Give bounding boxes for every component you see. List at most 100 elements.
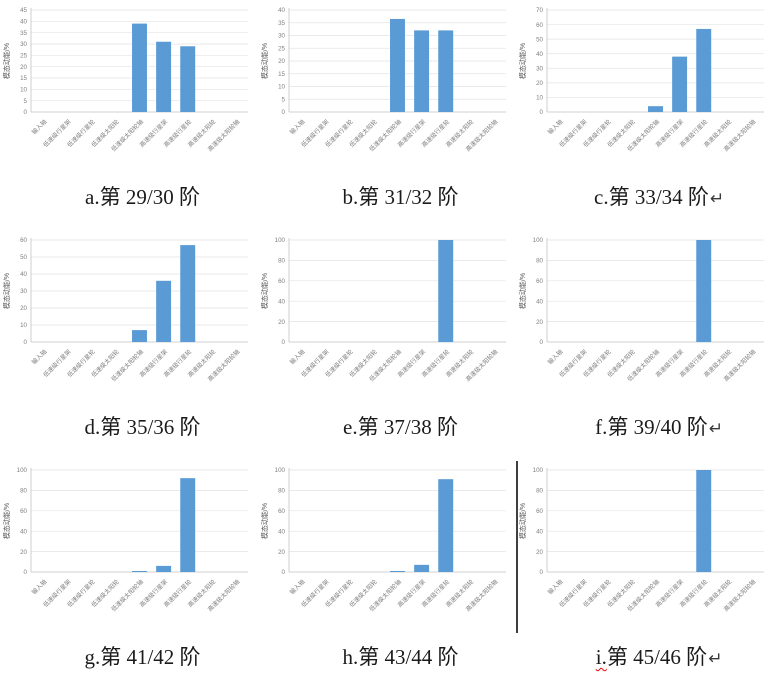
- y-tick-label: 60: [20, 237, 27, 244]
- bar-高速级行星轮: [696, 240, 712, 342]
- y-tick-label: 40: [20, 19, 27, 26]
- caption-letter: e.: [343, 415, 358, 439]
- y-tick-label: 45: [20, 7, 27, 14]
- y-axis-title: 模态动能/%: [2, 43, 11, 79]
- y-tick-label: 30: [536, 65, 543, 72]
- y-tick-label: 30: [20, 41, 27, 48]
- bar-高速级行星轮: [438, 479, 454, 572]
- chart-panel-d: 0 10 20 30 40 50 60 模态动能/% 输入轴 低速级行星架 低速级行星轮 低速级太阳轮…: [0, 230, 258, 460]
- caption-letter: c.: [594, 185, 609, 209]
- chart-panel-f: 0 20 40 60 80 100 模态动能/% 输入轴 低速级行星架 低速级行星轮 低速级太阳轮低…: [516, 230, 774, 460]
- y-tick-label: 20: [20, 549, 27, 556]
- chart-caption-h: h.第 43/44 阶: [258, 645, 516, 669]
- y-axis-title: 模态动能/%: [260, 503, 269, 539]
- caption-text: 第 43/44 阶: [358, 645, 459, 669]
- bar-高速级行星架: [672, 56, 688, 112]
- chart-caption-d: d.第 35/36 阶: [0, 415, 258, 439]
- y-tick-label: 5: [24, 98, 28, 105]
- caption-letter: h.: [342, 645, 359, 669]
- caption-letter: d.: [84, 415, 101, 439]
- y-tick-label: 20: [536, 319, 543, 326]
- y-tick-label: 80: [278, 488, 285, 495]
- y-tick-label: 40: [278, 7, 285, 14]
- bar-高速级行星轮: [180, 478, 196, 572]
- y-tick-label: 0: [540, 109, 544, 116]
- y-tick-label: 20: [278, 319, 285, 326]
- y-tick-label: 80: [536, 258, 543, 265]
- chart-caption-a: a.第 29/30 阶: [0, 185, 258, 209]
- chart-panel-b: 0 5 10 15 20 25 30 35 40 模态动能/% 输入轴 低速级行星架 低速级行星轮 低速级…: [258, 0, 516, 230]
- y-tick-label: 40: [278, 528, 285, 535]
- bar-高速级行星轮: [180, 46, 196, 113]
- chart-caption-g: g.第 41/42 阶: [0, 645, 258, 669]
- y-axis-title: 模态动能/%: [2, 273, 11, 309]
- x-tick-label: 输入轴: [30, 578, 48, 596]
- caption-letter: b.: [342, 185, 359, 209]
- bar-chart-e: 020406080100模态动能/%输入轴低速级行星架低速级行星轮低速级太阳轮低…: [260, 237, 506, 383]
- chart-caption-e: e.第 37/38 阶: [258, 415, 516, 439]
- bar-低速级太阳轮轴: [132, 23, 147, 113]
- y-tick-label: 25: [278, 45, 285, 52]
- chart-caption-i: i.第 45/46 阶↵: [516, 645, 774, 669]
- caption-text: 第 39/40 阶: [607, 415, 708, 439]
- chart-panel-c: 0 10 20 30 40 50 60 70 模态动能/% 输入轴 低速级行星架 低速级行星轮 低速级太…: [516, 0, 774, 230]
- y-tick-label: 100: [533, 467, 544, 474]
- y-tick-label: 40: [536, 51, 543, 58]
- paragraph-return-mark: ↵: [708, 419, 723, 438]
- caption-letter: i.: [595, 645, 607, 669]
- x-tick-label: 输入轴: [30, 118, 48, 136]
- chart-panel-g: 0 20 40 60 80 100 模态动能/% 输入轴 低速级行星架 低速级行星轮 低速级太阳轮低…: [0, 460, 258, 691]
- bar-chart-g: 020406080100模态动能/%输入轴低速级行星架低速级行星轮低速级太阳轮低…: [2, 467, 248, 613]
- x-tick-label: 输入轴: [30, 348, 48, 366]
- chart-caption-c: c.第 33/34 阶↵: [516, 185, 774, 209]
- y-tick-label: 15: [20, 75, 27, 82]
- chart-panel-h: 0 20 40 60 80 100 模态动能/% 输入轴 低速级行星架 低速级行星轮 低速级太阳轮低…: [258, 460, 516, 691]
- y-tick-label: 100: [275, 467, 286, 474]
- bar-chart-h: 020406080100模态动能/%输入轴低速级行星架低速级行星轮低速级太阳轮低…: [260, 467, 506, 613]
- caption-text: 第 41/42 阶: [100, 645, 201, 669]
- y-tick-label: 60: [278, 278, 285, 285]
- y-tick-label: 20: [278, 58, 285, 65]
- bar-高速级行星架: [156, 280, 172, 342]
- y-tick-label: 60: [20, 508, 27, 515]
- y-tick-label: 100: [17, 467, 28, 474]
- bar-chart-i: 020406080100模态动能/%输入轴低速级行星架低速级行星轮低速级太阳轮低…: [518, 467, 764, 613]
- y-tick-label: 20: [278, 549, 285, 556]
- bar-高速级行星架: [414, 564, 430, 572]
- y-tick-label: 0: [24, 109, 28, 116]
- y-tick-label: 100: [533, 237, 544, 244]
- y-tick-label: 20: [536, 80, 543, 87]
- y-tick-label: 80: [278, 258, 285, 265]
- y-axis-title: 模态动能/%: [518, 503, 527, 539]
- y-tick-label: 40: [278, 298, 285, 305]
- y-tick-label: 20: [20, 305, 27, 312]
- y-tick-label: 15: [278, 71, 285, 78]
- y-tick-label: 50: [536, 36, 543, 43]
- y-tick-label: 0: [540, 339, 544, 346]
- x-tick-label: 输入轴: [288, 578, 306, 596]
- y-tick-label: 80: [20, 488, 27, 495]
- caption-text: 第 29/30 阶: [99, 185, 200, 209]
- y-tick-label: 40: [20, 528, 27, 535]
- y-tick-label: 0: [24, 339, 28, 346]
- y-tick-label: 30: [20, 288, 27, 295]
- y-tick-label: 0: [282, 569, 286, 576]
- y-tick-label: 60: [536, 22, 543, 29]
- bar-高速级行星轮: [696, 470, 712, 572]
- chart-caption-b: b.第 31/32 阶: [258, 185, 516, 209]
- bar-高速级行星轮: [696, 28, 712, 113]
- bar-chart-c: 010203040506070模态动能/%输入轴低速级行星架低速级行星轮低速级太…: [518, 7, 764, 153]
- y-tick-label: 40: [20, 271, 27, 278]
- y-tick-label: 25: [20, 53, 27, 60]
- bar-chart-a: 051015202530354045模态动能/%输入轴低速级行星架低速级行星轮低…: [2, 7, 248, 153]
- y-tick-label: 10: [536, 95, 543, 102]
- y-tick-label: 0: [24, 569, 28, 576]
- bar-低速级太阳轮轴: [648, 106, 663, 112]
- x-tick-label: 输入轴: [546, 578, 564, 596]
- caption-letter: f.: [595, 415, 608, 439]
- caption-text: 第 37/38 阶: [357, 415, 458, 439]
- caption-letter: a.: [85, 185, 100, 209]
- y-tick-label: 10: [20, 87, 27, 94]
- bar-高速级行星轮: [180, 245, 196, 342]
